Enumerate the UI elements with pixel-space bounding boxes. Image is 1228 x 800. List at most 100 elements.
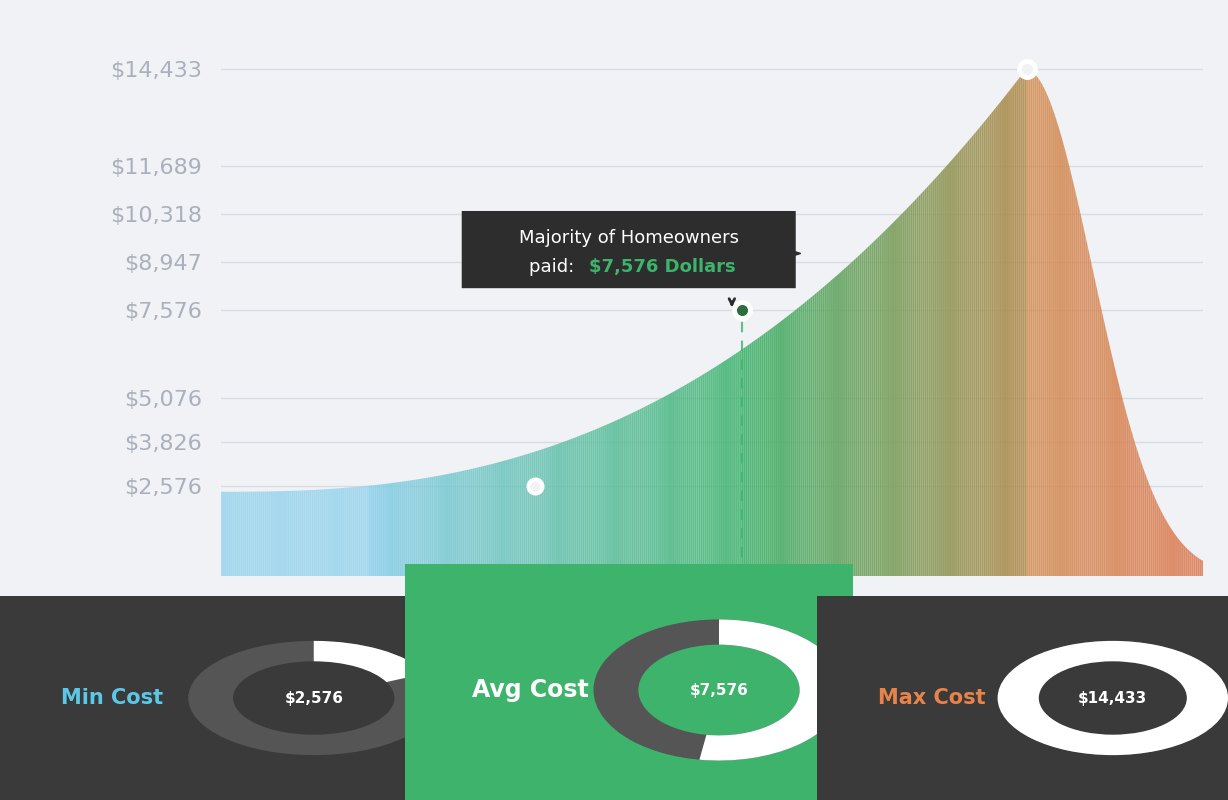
Polygon shape [286,491,287,576]
Polygon shape [258,491,260,576]
Polygon shape [689,382,690,576]
Polygon shape [460,471,463,576]
Polygon shape [578,435,581,576]
Polygon shape [758,337,759,576]
Polygon shape [312,490,313,576]
Polygon shape [1005,94,1007,576]
Polygon shape [837,273,840,576]
Polygon shape [995,106,997,576]
Polygon shape [666,395,667,576]
Polygon shape [270,491,273,576]
Polygon shape [761,334,764,576]
Polygon shape [243,492,244,576]
Polygon shape [754,340,755,576]
Polygon shape [624,416,626,576]
Polygon shape [233,492,235,576]
Polygon shape [873,240,876,576]
Polygon shape [1043,85,1044,576]
Polygon shape [1063,146,1066,576]
Wedge shape [593,619,845,761]
Polygon shape [738,351,739,576]
Polygon shape [1167,520,1168,576]
Polygon shape [752,342,754,576]
Polygon shape [1014,81,1017,576]
Polygon shape [1023,71,1024,576]
Polygon shape [1088,246,1089,576]
Polygon shape [958,150,960,576]
Polygon shape [850,262,852,576]
Polygon shape [365,486,366,576]
Polygon shape [1000,101,1001,576]
Polygon shape [368,486,371,576]
Polygon shape [302,490,303,576]
Polygon shape [1201,560,1203,576]
Polygon shape [1030,70,1033,576]
Polygon shape [459,471,460,576]
Polygon shape [484,466,486,576]
Polygon shape [483,466,484,576]
Polygon shape [893,221,895,576]
Polygon shape [932,179,935,576]
Polygon shape [791,312,793,576]
Polygon shape [781,320,783,576]
Polygon shape [783,318,785,576]
Polygon shape [1172,530,1174,576]
Polygon shape [742,348,744,576]
Polygon shape [598,427,600,576]
Polygon shape [803,302,804,576]
Polygon shape [974,132,975,576]
Polygon shape [916,197,919,576]
Polygon shape [382,484,384,576]
Polygon shape [903,210,905,576]
Wedge shape [314,641,427,682]
Polygon shape [833,278,834,576]
Polygon shape [641,407,643,576]
Polygon shape [1039,78,1040,576]
Polygon shape [551,446,553,576]
Polygon shape [779,322,781,576]
Polygon shape [558,443,559,576]
Polygon shape [506,460,508,576]
Polygon shape [985,118,987,576]
Polygon shape [470,469,473,576]
Polygon shape [1044,89,1046,576]
Polygon shape [391,483,392,576]
Polygon shape [451,473,453,576]
Polygon shape [502,461,503,576]
Polygon shape [844,267,846,576]
Polygon shape [1200,559,1201,576]
Polygon shape [965,142,968,576]
Polygon shape [810,296,813,576]
Polygon shape [575,437,577,576]
Polygon shape [395,482,398,576]
Polygon shape [1105,326,1108,576]
Polygon shape [602,426,604,576]
Polygon shape [926,186,928,576]
Polygon shape [801,304,803,576]
Polygon shape [508,459,510,576]
Polygon shape [718,364,720,576]
Polygon shape [454,472,457,576]
Polygon shape [1072,177,1073,576]
Polygon shape [268,491,270,576]
Wedge shape [188,641,440,755]
Polygon shape [765,331,768,576]
Polygon shape [297,490,300,576]
Polygon shape [1184,545,1186,576]
Polygon shape [877,236,879,576]
Polygon shape [253,492,254,576]
Polygon shape [804,301,807,576]
Polygon shape [346,487,349,576]
Polygon shape [852,260,853,576]
Polygon shape [1144,472,1147,576]
Polygon shape [646,406,647,576]
Polygon shape [630,414,631,576]
Polygon shape [679,387,680,576]
Polygon shape [911,202,912,576]
Polygon shape [604,425,607,576]
Polygon shape [777,322,779,576]
Polygon shape [863,250,866,576]
Polygon shape [1082,219,1083,576]
Polygon shape [398,482,400,576]
Polygon shape [720,362,722,576]
